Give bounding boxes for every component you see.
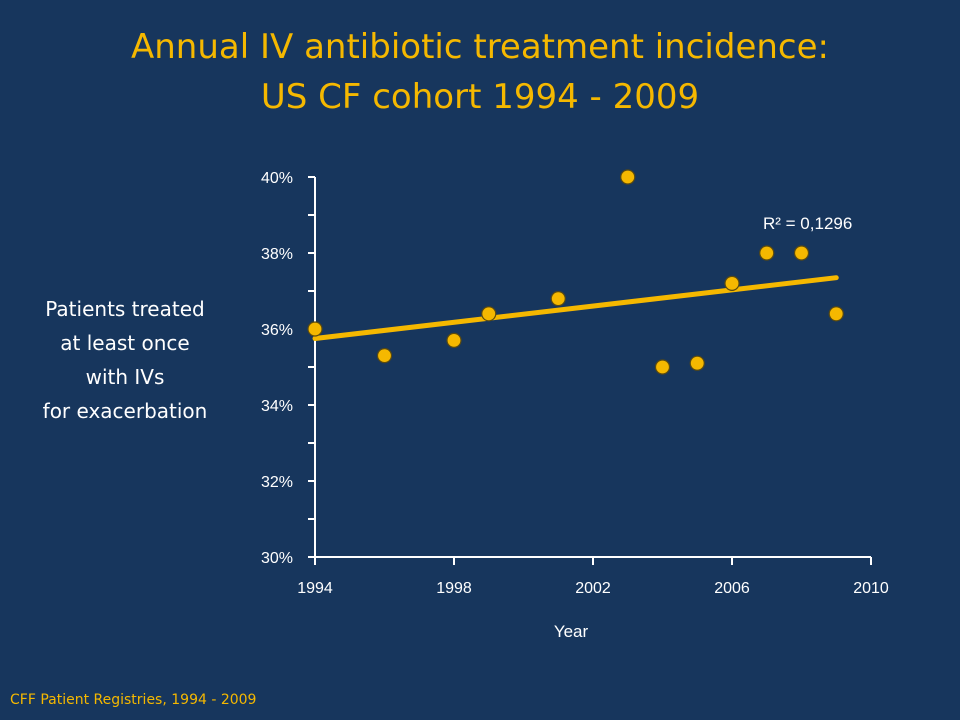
chart-labels: 30% 32% 34% 36% 38% 40% 1994 1998 2002 2006 2010 Ye… (261, 170, 889, 641)
x-tick-label: 2006 (714, 580, 750, 597)
title-line-1: Annual IV antibiotic treatment incidence… (131, 27, 829, 67)
chart-axes (308, 176, 872, 565)
data-point (376, 348, 393, 364)
x-tick-label: 1998 (436, 580, 472, 597)
data-point (689, 355, 705, 371)
y-tick-label: 32% (261, 474, 293, 491)
data-point (828, 306, 844, 322)
x-axis-title: Year (554, 622, 589, 641)
r-squared-label: R² = 0,1296 (763, 214, 852, 233)
data-point (446, 332, 462, 348)
x-tick-label: 1994 (297, 580, 333, 597)
y-axis-title-line-4: for exacerbation (42, 399, 208, 423)
x-tick-label: 2002 (575, 580, 611, 597)
y-tick-label: 40% (261, 170, 293, 187)
data-point (759, 245, 775, 261)
trendline-group (312, 275, 839, 341)
y-tick-label: 36% (261, 322, 293, 339)
data-points (307, 169, 844, 375)
data-point (793, 245, 810, 261)
y-axis-title-line-2: at least once (60, 331, 190, 355)
y-axis-title: Patients treated at least once with IVs … (25, 292, 225, 428)
y-tick-label: 30% (261, 550, 293, 567)
data-point (481, 306, 497, 322)
trendline (312, 275, 839, 341)
source-note: CFF Patient Registries, 1994 - 2009 (10, 692, 257, 708)
y-axis-title-line-1: Patients treated (45, 297, 205, 321)
data-point (724, 275, 740, 291)
y-tick-label: 38% (261, 246, 293, 263)
data-point (620, 169, 636, 185)
x-tick-label: 2010 (853, 580, 889, 597)
slide-title: Annual IV antibiotic treatment incidence… (0, 22, 960, 122)
data-point (654, 359, 671, 375)
title-line-2: US CF cohort 1994 - 2009 (260, 77, 700, 117)
data-point (550, 291, 566, 307)
y-tick-label: 34% (261, 398, 293, 415)
data-point (307, 321, 323, 337)
y-axis-title-line-3: with IVs (85, 365, 165, 389)
